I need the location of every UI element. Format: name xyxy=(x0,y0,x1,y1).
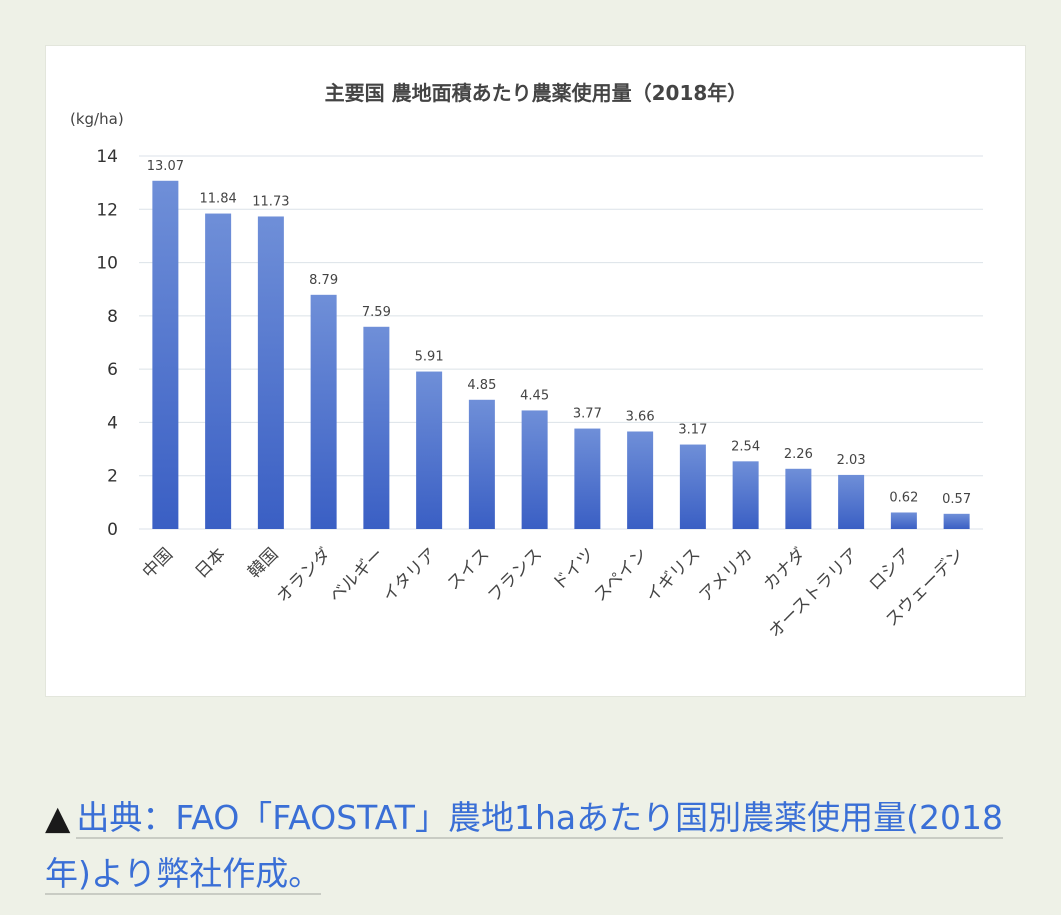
x-category-label: イタリア xyxy=(379,544,441,606)
y-tick-label: 8 xyxy=(107,307,118,327)
value-label: 3.17 xyxy=(678,423,707,438)
value-label: 3.77 xyxy=(573,407,602,422)
x-category-label: ベルギー xyxy=(326,544,388,606)
bar xyxy=(785,468,812,529)
bar xyxy=(732,461,759,529)
bar-chart: 主要国 農地面積あたり農薬使用量（2018年） (kg/ha) 0 2 4 6 8 10 1… xyxy=(70,81,983,642)
value-label: 4.45 xyxy=(520,388,549,403)
chart-title: 主要国 農地面積あたり農薬使用量（2018年） xyxy=(325,81,748,105)
bar xyxy=(574,428,601,529)
bar xyxy=(363,326,390,529)
x-category-label: スイス xyxy=(444,544,494,594)
bar xyxy=(257,216,284,529)
value-label: 7.59 xyxy=(362,305,391,320)
y-axis-unit: (kg/ha) xyxy=(70,110,124,128)
value-label: 3.66 xyxy=(626,409,655,424)
value-label: 13.07 xyxy=(147,159,184,174)
bar xyxy=(521,410,548,529)
x-category-label: カナダ xyxy=(760,544,810,594)
value-label: 0.57 xyxy=(942,492,971,507)
x-category-label: 日本 xyxy=(191,544,229,582)
bar xyxy=(152,180,179,529)
x-category-label: ロシア xyxy=(865,544,915,594)
x-category-label: 韓国 xyxy=(244,544,282,582)
value-label: 2.54 xyxy=(731,439,760,454)
value-label: 5.91 xyxy=(415,350,444,365)
bar xyxy=(838,474,865,529)
bar xyxy=(416,371,443,529)
y-tick-label: 2 xyxy=(107,467,118,487)
y-tick-label: 6 xyxy=(107,360,118,380)
y-tick-label: 12 xyxy=(96,200,118,220)
y-tick-label: 14 xyxy=(96,147,118,167)
source-caption: ▲ 出典：FAO「FAOSTAT」農地1haあたり国別農薬使用量(2018年)より… xyxy=(45,790,1005,902)
value-label: 0.62 xyxy=(889,490,918,505)
bar xyxy=(310,294,337,529)
x-category-label: イギリス xyxy=(642,544,704,606)
bar xyxy=(943,513,970,529)
chart-card: 主要国 農地面積あたり農薬使用量（2018年） (kg/ha) 0 2 4 6 8 10 1… xyxy=(45,45,1026,697)
source-link[interactable]: 出典：FAO「FAOSTAT」農地1haあたり国別農薬使用量(2018年)より弊… xyxy=(45,798,1003,895)
bar xyxy=(468,399,495,529)
value-label: 11.73 xyxy=(252,194,289,209)
y-tick-label: 4 xyxy=(107,413,118,433)
y-tick-label: 10 xyxy=(96,254,118,274)
x-category-label: オランダ xyxy=(273,544,335,606)
triangle-marker-icon: ▲ xyxy=(45,798,71,837)
bar xyxy=(890,512,917,529)
bar xyxy=(205,213,232,529)
x-category-label: オーストラリア xyxy=(765,544,863,642)
value-label: 2.26 xyxy=(784,447,813,462)
y-tick-label: 0 xyxy=(107,520,118,540)
bar xyxy=(679,444,706,529)
x-category-label: ドイツ xyxy=(549,544,599,594)
x-category-label: フランス xyxy=(484,544,546,606)
value-label: 4.85 xyxy=(467,378,496,393)
bar xyxy=(627,431,654,529)
x-category-label: 中国 xyxy=(139,544,177,582)
x-category-label: アメリカ xyxy=(696,544,758,606)
value-label: 8.79 xyxy=(309,273,338,288)
value-label: 11.84 xyxy=(200,192,237,207)
x-category-label: スペイン xyxy=(590,544,651,605)
value-label: 2.03 xyxy=(837,453,866,468)
